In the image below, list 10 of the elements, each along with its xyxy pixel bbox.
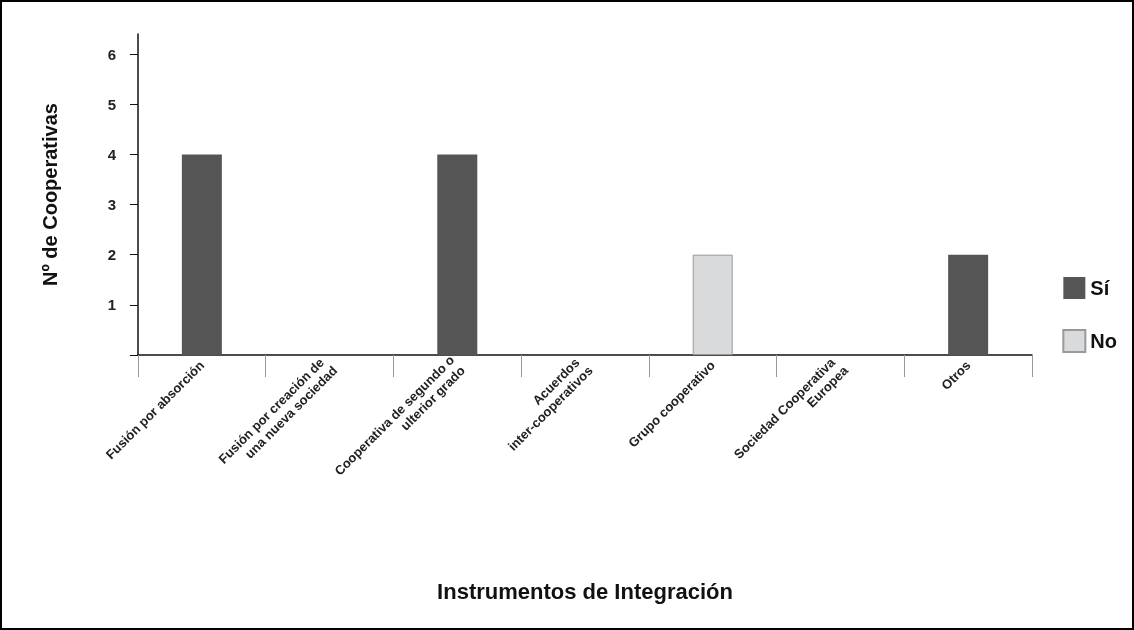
y-tick-label: 6 xyxy=(107,45,116,63)
legend-label: Sí xyxy=(1090,277,1111,299)
y-tick-label: 2 xyxy=(107,246,116,264)
y-tick-label: 5 xyxy=(107,95,116,113)
x-axis-title: Instrumentos de Integración xyxy=(437,578,733,604)
y-tick-label: 1 xyxy=(107,296,116,314)
legend-label: No xyxy=(1090,330,1118,352)
y-tick-label: 4 xyxy=(107,145,117,163)
y-axis-title: Nº de Cooperativas xyxy=(39,103,61,286)
y-tick-label: 3 xyxy=(107,196,116,214)
